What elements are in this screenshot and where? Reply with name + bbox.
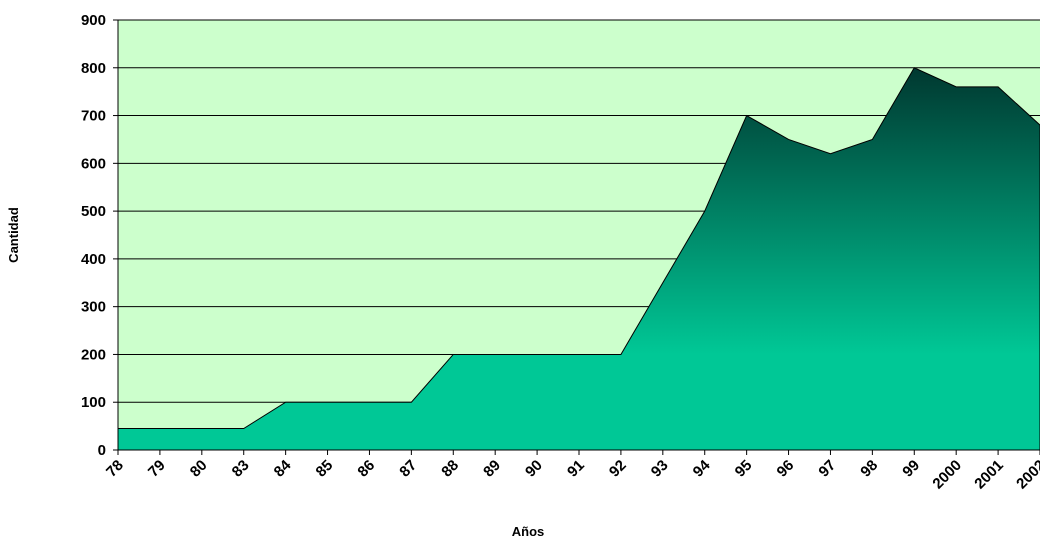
x-tick-label: 90 <box>522 457 546 481</box>
x-tick-label: 92 <box>606 457 630 481</box>
x-tick-label: 94 <box>690 456 714 480</box>
x-axis: 78 79 80 83 84 85 86 87 88 89 90 91 92 93 94 95 96 97 98 99… <box>103 449 1040 493</box>
x-tick-label: 84 <box>271 456 295 480</box>
y-tick-label: 100 <box>81 394 106 411</box>
x-tick-label: 2000 <box>929 457 965 493</box>
y-tick-label: 400 <box>81 251 106 268</box>
x-tick-label: 89 <box>480 457 504 481</box>
y-tick-label: 200 <box>81 346 106 363</box>
x-tick-label: 88 <box>438 457 462 481</box>
x-axis-title: Años <box>512 524 545 539</box>
x-tick-label: 79 <box>145 457 169 481</box>
x-tick-label: 93 <box>648 457 672 481</box>
x-tick-label: 83 <box>229 457 253 481</box>
x-tick-label: 99 <box>899 457 923 481</box>
y-tick-label: 600 <box>81 155 106 172</box>
x-tick-label: 87 <box>396 457 420 481</box>
x-tick-label: 95 <box>732 457 756 481</box>
x-tick-label: 2001 <box>971 457 1007 493</box>
x-tick-label: 91 <box>564 457 588 481</box>
x-tick-label: 86 <box>354 457 378 481</box>
y-tick-label: 0 <box>98 442 106 459</box>
x-tick-label: 97 <box>815 457 839 481</box>
area-series <box>117 67 1040 451</box>
y-tick-label: 500 <box>81 203 106 220</box>
y-axis: 0 100 200 300 400 500 600 700 800 900 <box>81 12 119 459</box>
y-tick-label: 700 <box>81 108 106 125</box>
x-tick-label: 98 <box>857 457 881 481</box>
y-tick-label: 300 <box>81 299 106 316</box>
x-tick-label: 80 <box>187 457 211 481</box>
y-tick-label: 800 <box>81 60 106 77</box>
y-tick-label: 900 <box>81 12 106 29</box>
y-axis-title: Cantidad <box>6 207 21 263</box>
x-tick-label: 96 <box>774 457 798 481</box>
x-tick-label: 85 <box>313 457 337 481</box>
x-tick-label: 78 <box>103 457 127 481</box>
x-tick-label: 2002 <box>1013 457 1040 493</box>
